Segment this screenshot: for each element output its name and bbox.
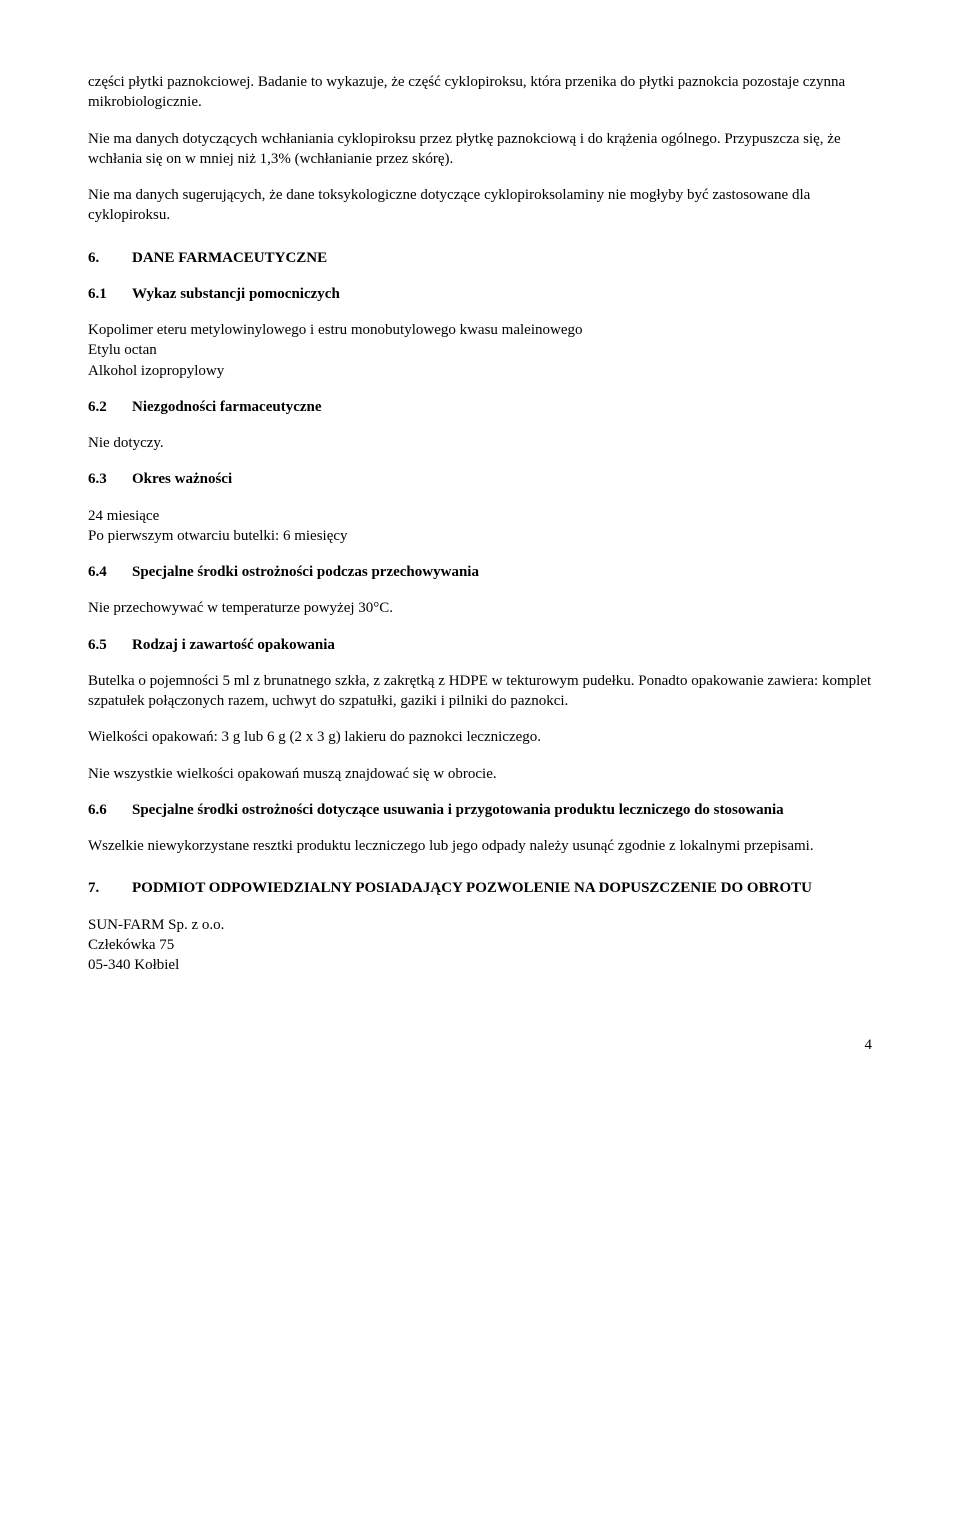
section-6-3-number: 6.3 (88, 469, 132, 489)
intro-paragraph-1: części płytki paznokciowej. Badanie to w… (88, 72, 872, 113)
section-6-1-title: Wykaz substancji pomocniczych (132, 286, 340, 302)
section-6-2-number: 6.2 (88, 397, 132, 417)
section-6-3-line2: Po pierwszym otwarciu butelki: 6 miesięc… (88, 526, 872, 546)
page-number: 4 (88, 1035, 872, 1055)
section-6-2-title: Niezgodności farmaceutyczne (132, 399, 322, 415)
section-6-4-title: Specjalne środki ostrożności podczas prz… (132, 564, 479, 580)
section-6-1-number: 6.1 (88, 284, 132, 304)
section-6-6-heading: 6.6Specjalne środki ostrożności dotycząc… (88, 800, 872, 820)
section-7-line2: Człekówka 75 (88, 935, 872, 955)
section-6-1-line3: Alkohol izopropylowy (88, 361, 872, 381)
section-6-5-p1: Butelka o pojemności 5 ml z brunatnego s… (88, 671, 872, 712)
section-6-5-number: 6.5 (88, 635, 132, 655)
intro-paragraph-3: Nie ma danych sugerujących, że dane toks… (88, 185, 872, 226)
section-7-heading: 7.PODMIOT ODPOWIEDZIALNY POSIADAJĄCY POZ… (88, 878, 872, 898)
section-6-5-p2: Wielkości opakowań: 3 g lub 6 g (2 x 3 g… (88, 727, 872, 747)
section-7-title: PODMIOT ODPOWIEDZIALNY POSIADAJĄCY POZWO… (132, 878, 872, 898)
section-7-line1: SUN-FARM Sp. z o.o. (88, 915, 872, 935)
section-6-4-heading: 6.4Specjalne środki ostrożności podczas … (88, 562, 872, 582)
section-7-number: 7. (88, 878, 132, 898)
section-6-1-heading: 6.1Wykaz substancji pomocniczych (88, 284, 872, 304)
section-6-1-line1: Kopolimer eteru metylowinylowego i estru… (88, 320, 872, 340)
section-6-6-body: Wszelkie niewykorzystane resztki produkt… (88, 836, 872, 856)
section-6-number: 6. (88, 248, 132, 268)
section-7-line3: 05-340 Kołbiel (88, 955, 872, 975)
section-6-3-heading: 6.3Okres ważności (88, 469, 872, 489)
section-6-5-p3: Nie wszystkie wielkości opakowań muszą z… (88, 764, 872, 784)
section-6-2-heading: 6.2Niezgodności farmaceutyczne (88, 397, 872, 417)
section-6-4-body: Nie przechowywać w temperaturze powyżej … (88, 598, 872, 618)
section-6-6-title: Specjalne środki ostrożności dotyczące u… (132, 800, 872, 820)
intro-paragraph-2: Nie ma danych dotyczących wchłaniania cy… (88, 129, 872, 170)
section-6-3-line1: 24 miesiące (88, 506, 872, 526)
section-6-2-body: Nie dotyczy. (88, 433, 872, 453)
section-6-1-line2: Etylu octan (88, 340, 872, 360)
section-6-5-heading: 6.5Rodzaj i zawartość opakowania (88, 635, 872, 655)
section-6-6-number: 6.6 (88, 800, 132, 820)
section-6-5-title: Rodzaj i zawartość opakowania (132, 637, 335, 653)
section-6-4-number: 6.4 (88, 562, 132, 582)
section-6-title: DANE FARMACEUTYCZNE (132, 250, 327, 266)
section-6-3-title: Okres ważności (132, 471, 232, 487)
section-6-heading: 6.DANE FARMACEUTYCZNE (88, 248, 872, 268)
